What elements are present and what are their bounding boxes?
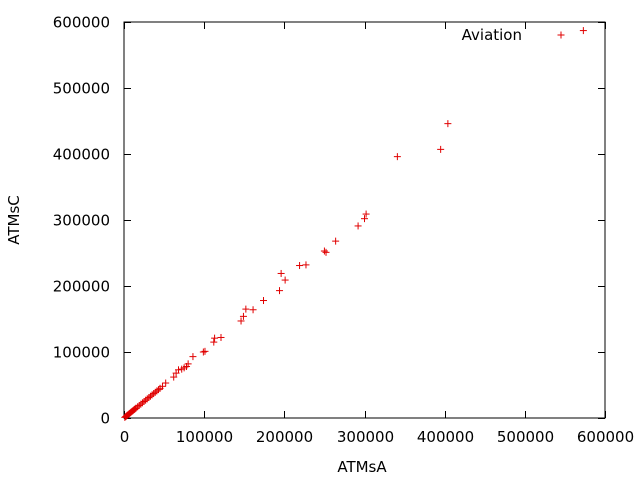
legend-marker (557, 31, 565, 39)
data-point (322, 248, 330, 256)
data-point (444, 120, 452, 128)
data-point (276, 287, 284, 295)
y-tick-label: 0 (100, 410, 110, 428)
data-point (217, 333, 225, 341)
x-tick-label: 600000 (577, 428, 634, 446)
y-tick-label: 400000 (53, 146, 110, 164)
data-point (237, 317, 245, 325)
x-tick-label: 200000 (256, 428, 313, 446)
data-point (239, 312, 247, 320)
data-point (281, 276, 289, 284)
legend-label: Aviation (462, 26, 522, 44)
data-point (201, 347, 209, 355)
data-point (361, 215, 368, 223)
data-point (158, 382, 166, 390)
data-point (296, 262, 304, 270)
data-point (211, 334, 219, 342)
data-point (362, 210, 370, 218)
data-point (154, 386, 162, 394)
y-tick-label: 100000 (53, 344, 110, 362)
x-tick-label: 100000 (176, 428, 233, 446)
data-point (302, 261, 310, 269)
legend: Aviation (462, 26, 565, 44)
data-point (170, 373, 178, 381)
data-point (354, 222, 362, 230)
data-point (277, 269, 285, 277)
x-tick-label: 0 (120, 428, 130, 446)
data-point (242, 305, 250, 313)
data-point (184, 360, 192, 368)
data-point (189, 353, 197, 361)
data-point (393, 153, 401, 161)
data-point (210, 338, 218, 346)
data-point (162, 379, 170, 387)
x-tick-label: 300000 (337, 428, 394, 446)
x-tick-label: 400000 (417, 428, 474, 446)
x-axis-label: ATMsA (337, 458, 387, 476)
data-points (121, 27, 587, 421)
axes: 0 100000 200000 300000 400000 500000 600000 0 10… (53, 14, 634, 447)
data-point (249, 306, 257, 314)
y-tick-label: 500000 (53, 80, 110, 98)
x-tick-label: 500000 (497, 428, 554, 446)
data-point (579, 27, 587, 35)
data-point (199, 348, 207, 356)
data-point (437, 145, 445, 153)
y-axis-label: ATMsC (5, 195, 23, 245)
data-point (175, 366, 183, 374)
y-tick-label: 300000 (53, 212, 110, 230)
y-tick-label: 600000 (53, 14, 110, 32)
data-point (259, 297, 267, 305)
data-point (332, 237, 340, 245)
data-point (320, 247, 328, 255)
y-tick-label: 200000 (53, 278, 110, 296)
